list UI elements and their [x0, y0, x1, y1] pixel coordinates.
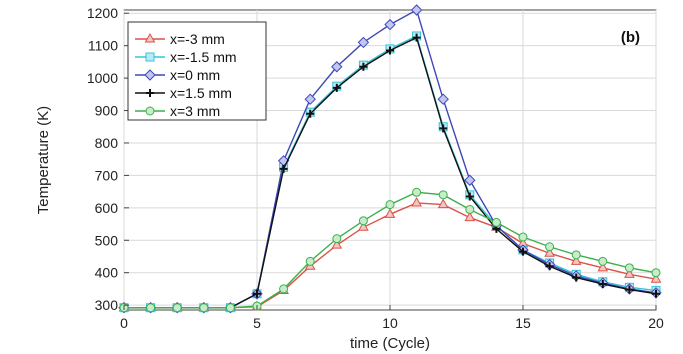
- data-point: [624, 268, 635, 278]
- data-point: [384, 208, 396, 218]
- data-point: [597, 261, 609, 272]
- data-point: [359, 62, 368, 71]
- data-point: [332, 234, 342, 244]
- data-point: [253, 289, 261, 298]
- legend-marker: [146, 89, 154, 97]
- y-tick-label: 500: [95, 232, 119, 248]
- data-point: [545, 262, 554, 271]
- data-point: [491, 217, 501, 227]
- y-tick-label: 900: [95, 103, 119, 119]
- legend-label: x=1.5 mm: [170, 85, 232, 101]
- y-tick-label: 300: [95, 297, 119, 313]
- data-point: [598, 280, 607, 289]
- data-point: [518, 232, 528, 242]
- data-point: [625, 285, 634, 294]
- y-tick-label: 1200: [87, 5, 118, 21]
- y-tick-label: 600: [95, 200, 119, 216]
- data-point: [305, 256, 315, 266]
- data-point: [279, 164, 288, 173]
- x-tick-label: 5: [253, 315, 261, 331]
- legend-entry: x=-1.5 mm: [135, 49, 237, 65]
- data-point: [199, 303, 209, 313]
- y-tick-label: 1100: [88, 38, 118, 54]
- legend-label: x=3 mm: [170, 103, 220, 119]
- y-tick-label: 1000: [87, 70, 118, 86]
- x-tick-label: 15: [515, 315, 531, 331]
- legend: x=-3 mm x=-1.5 mm x=0 mm x=1.5 mm x=3 mm: [127, 21, 267, 121]
- data-point: [571, 250, 581, 260]
- data-point: [411, 196, 422, 207]
- x-tick-label: 10: [382, 315, 398, 331]
- data-point: [465, 204, 475, 214]
- data-point: [464, 211, 476, 222]
- data-point: [544, 247, 555, 257]
- y-tick-label: 400: [95, 265, 119, 281]
- legend-entry: x=-3 mm: [135, 31, 225, 47]
- data-point: [332, 83, 341, 92]
- data-point: [304, 93, 316, 105]
- legend-label: x=0 mm: [170, 67, 220, 83]
- x-tick-label: 20: [648, 315, 664, 331]
- legend-marker: [145, 52, 155, 62]
- data-point: [331, 239, 343, 249]
- y-tick-label: 700: [95, 167, 119, 183]
- y-axis-label: Temperature (K): [35, 106, 52, 214]
- legend-marker: [144, 69, 156, 81]
- data-point: [358, 221, 369, 231]
- data-point: [437, 93, 449, 105]
- data-point: [172, 303, 182, 313]
- data-point: [279, 284, 289, 294]
- data-point: [598, 256, 608, 266]
- data-point: [465, 192, 474, 201]
- x-tick-label: 0: [120, 315, 128, 331]
- legend-label: x=-1.5 mm: [170, 49, 237, 65]
- data-point: [410, 4, 423, 16]
- data-point: [331, 61, 343, 73]
- data-point: [519, 247, 527, 256]
- data-point: [572, 273, 581, 282]
- data-point: [624, 263, 634, 273]
- x-axis-label: time (Cycle): [350, 335, 430, 352]
- data-point: [412, 187, 422, 197]
- data-point: [650, 273, 662, 283]
- legend-entry: x=3 mm: [135, 103, 220, 119]
- data-point: [570, 255, 582, 265]
- series-4: [119, 187, 661, 313]
- data-point: [438, 190, 448, 200]
- axis-ticks: 0 5 10 15 20 300 400 500 600 700 800 900 1000 1100 120…: [87, 5, 664, 331]
- legend-entry: x=0 mm: [135, 67, 220, 83]
- series-layer: [118, 4, 662, 314]
- data-point: [412, 33, 421, 42]
- data-point: [439, 124, 448, 133]
- data-point: [385, 200, 395, 210]
- legend-marker: [144, 32, 156, 43]
- data-point: [437, 198, 449, 209]
- data-point: [386, 46, 394, 55]
- legend-entry: x=1.5 mm: [135, 85, 232, 101]
- data-point: [306, 109, 315, 118]
- data-point: [464, 174, 476, 186]
- data-point: [357, 36, 370, 49]
- panel-label: (b): [621, 29, 640, 46]
- legend-label: x=-3 mm: [170, 31, 225, 47]
- data-point: [146, 303, 156, 313]
- data-point: [652, 289, 660, 298]
- data-point: [651, 268, 661, 278]
- data-point: [225, 303, 235, 313]
- data-point: [545, 242, 555, 252]
- legend-marker: [145, 106, 155, 116]
- data-point: [384, 18, 396, 31]
- y-tick-label: 800: [95, 135, 119, 151]
- data-point: [358, 216, 368, 226]
